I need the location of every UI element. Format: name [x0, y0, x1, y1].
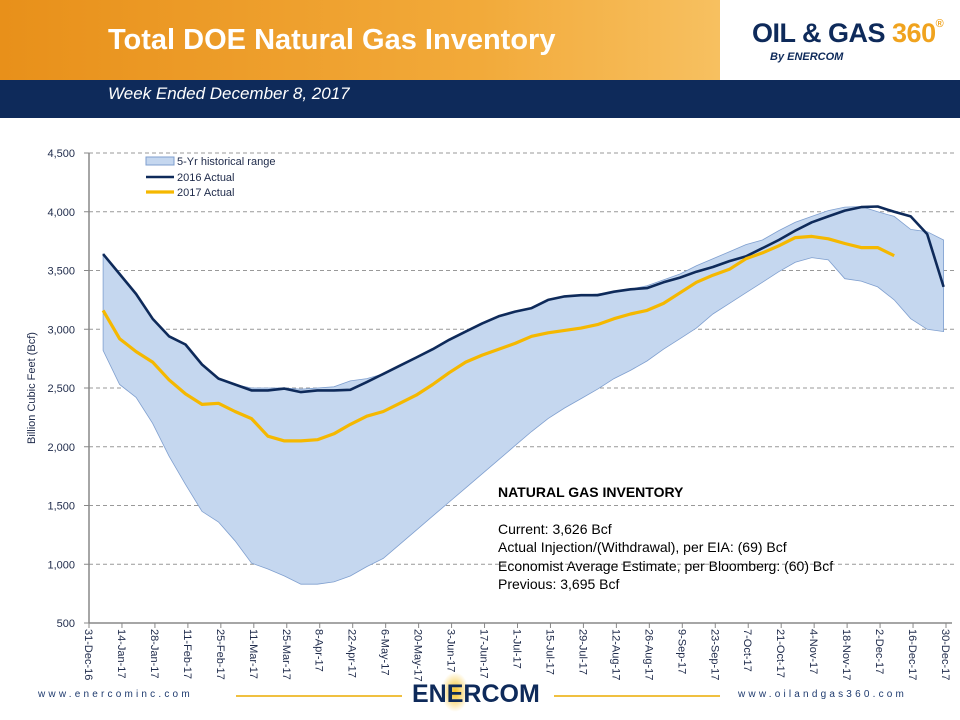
- x-tick-label: 14-Jan-17: [115, 629, 127, 679]
- summary-actual: Actual Injection/(Withdrawal), per EIA: …: [498, 539, 787, 555]
- oil-gas-360-logo: OIL & GAS 360® By ENERCOM: [752, 18, 944, 63]
- x-tick-label: 11-Mar-17: [247, 629, 259, 679]
- x-tick-label: 25-Mar-17: [280, 629, 292, 680]
- summary-estimate: Economist Average Estimate, per Bloomber…: [498, 557, 834, 574]
- x-tick-label: 31-Dec-16: [82, 629, 94, 680]
- footer-divider: [554, 695, 720, 697]
- y-tick-label: 500: [57, 618, 75, 630]
- x-tick-label: 26-Aug-17: [642, 629, 654, 680]
- footer-divider: [236, 695, 402, 697]
- x-tick-label: 22-Apr-17: [346, 629, 358, 678]
- page-subtitle: Week Ended December 8, 2017: [108, 84, 350, 103]
- y-tick-label: 3,000: [47, 324, 75, 336]
- y-tick-label: 3,500: [47, 266, 75, 278]
- x-tick-label: 9-Sep-17: [675, 629, 687, 674]
- x-tick-label: 16-Dec-17: [906, 629, 918, 680]
- x-tick-label: 28-Jan-17: [148, 629, 160, 679]
- footer-left-url[interactable]: www.enercominc.com: [38, 689, 193, 700]
- y-tick-label: 1,500: [47, 501, 75, 513]
- x-tick-label: 21-Oct-17: [774, 629, 786, 678]
- y-tick-label: 4,000: [47, 207, 75, 219]
- y-tick-label: 2,000: [47, 442, 75, 454]
- x-tick-label: 30-Dec-17: [939, 629, 951, 680]
- inventory-summary: NATURAL GAS INVENTORY Current: 3,626 Bcf…: [498, 483, 833, 594]
- x-tick-label: 29-Jul-17: [576, 629, 588, 675]
- x-tick-label: 4-Nov-17: [807, 629, 819, 674]
- y-tick-label: 4,500: [47, 148, 75, 160]
- legend-label: 2017 Actual: [177, 187, 235, 199]
- x-tick-label: 2-Dec-17: [873, 629, 885, 674]
- legend-label: 2016 Actual: [177, 172, 235, 184]
- x-tick-label: 12-Aug-17: [609, 629, 621, 680]
- x-tick-label: 11-Feb-17: [181, 629, 193, 679]
- x-tick-label: 7-Oct-17: [741, 629, 753, 672]
- x-tick-label: 15-Jul-17: [543, 629, 555, 675]
- summary-previous: Previous: 3,695 Bcf: [498, 576, 620, 592]
- page-title: Total DOE Natural Gas Inventory: [108, 24, 556, 56]
- enercom-logo: ENERCOM: [412, 680, 540, 708]
- header-banner: [0, 0, 960, 80]
- y-axis-label: Billion Cubic Feet (Bcf): [26, 332, 38, 444]
- x-tick-label: 8-Apr-17: [313, 629, 325, 672]
- summary-heading: NATURAL GAS INVENTORY: [498, 484, 684, 500]
- legend-label: 5-Yr historical range: [177, 156, 275, 168]
- series-line-2016: [102, 205, 945, 394]
- sun-icon: [441, 672, 469, 712]
- legend-swatch-range: [145, 156, 175, 166]
- x-tick-label: 20-May-17: [412, 629, 424, 682]
- summary-current: Current: 3,626 Bcf: [498, 520, 612, 537]
- x-tick-label: 17-Jun-17: [478, 629, 490, 679]
- x-tick-label: 1-Jul-17: [511, 629, 523, 669]
- footer-right-url[interactable]: www.oilandgas360.com: [738, 689, 908, 700]
- x-tick-label: 18-Nov-17: [840, 629, 852, 680]
- x-tick-label: 3-Jun-17: [445, 629, 457, 672]
- subtitle-band: [0, 80, 960, 118]
- y-tick-label: 2,500: [47, 383, 75, 395]
- series-line-2017: [101, 234, 895, 443]
- x-tick-label: 25-Feb-17: [214, 629, 226, 680]
- y-tick-label: 1,000: [47, 559, 75, 571]
- x-tick-label: 23-Sep-17: [708, 629, 720, 680]
- x-tick-label: 6-May-17: [379, 629, 391, 675]
